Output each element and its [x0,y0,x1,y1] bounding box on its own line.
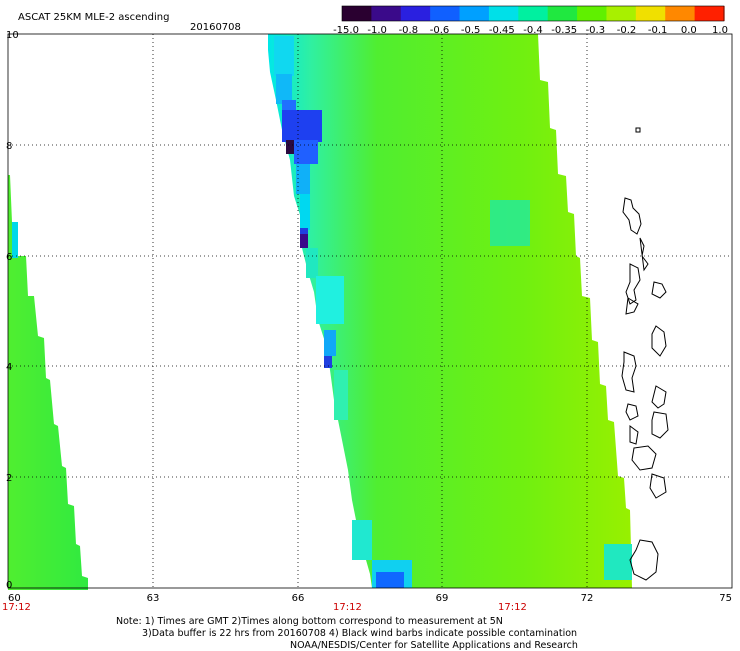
left-swath [8,175,88,590]
y-tick-label: 8 [6,141,12,152]
colorbar-label: -1.0 [367,25,387,36]
colorbar-label: -0.35 [551,25,577,36]
colorbar-swatch [400,6,431,21]
x-tick-label: 66 [292,593,305,604]
colorbar-label: 0.0 [681,25,697,36]
data-swaths [8,34,632,590]
y-tick-label: 4 [6,362,12,373]
colorbar-label: 1.0 [712,25,728,36]
colorbar-swatch [606,6,637,21]
colorbar-swatch [371,6,402,21]
y-tick-label: 10 [6,30,19,41]
colorbar-label: -15.0 [333,25,359,36]
colorbar-swatch [694,6,725,21]
colorbar-swatch [547,6,578,21]
colorbar-label: -0.6 [430,25,450,36]
colorbar-swatch [577,6,608,21]
lat-lon-grid [8,34,732,588]
time-label: 17:12 [498,602,527,613]
y-axis-labels: 0 2 4 6 8 10 [6,30,19,591]
colorbar-label: -0.45 [489,25,515,36]
colorbar-label: -0.4 [523,25,543,36]
colorbar-label: -0.1 [648,25,668,36]
colorbar-swatch [430,6,461,21]
map-frame [7,33,733,589]
x-tick-label: 75 [719,593,732,604]
x-tick-label: 63 [147,593,160,604]
colorbar-label: -0.2 [617,25,637,36]
colorbar-swatch [665,6,696,21]
colorbar-label: -0.3 [586,25,606,36]
colorbar-swatch [488,6,519,21]
product-date: 20160708 [190,22,241,33]
main-swath [268,34,632,588]
product-title: ASCAT 25KM MLE-2 ascending [18,12,169,23]
colorbar-swatch [459,6,490,21]
colorbar-swatch [635,6,666,21]
y-tick-label: 6 [6,252,12,263]
x-tick-label: 60 [8,593,21,604]
x-axis-labels: 60 63 66 69 72 75 [8,593,732,604]
note-line-2: 3)Data buffer is 22 hrs from 20160708 4)… [142,628,578,639]
island-outlines [621,127,669,581]
x-tick-label: 72 [581,593,594,604]
colorbar: -15.0 -1.0 -0.8 -0.6 -0.5 -0.45 -0.4 -0.35 -0.3-… [333,5,728,36]
colorbar-swatch [518,6,549,21]
note-line-1: Note: 1) Times are GMT 2)Times along bot… [116,616,503,627]
time-label: 17:12 [333,602,362,613]
y-tick-label: 0 [6,580,12,591]
y-tick-label: 2 [6,473,12,484]
time-label: 17:12 [2,602,31,613]
x-tick-label: 69 [436,593,449,604]
colorbar-swatch [342,6,372,21]
time-labels: 17:12 17:12 17:12 [2,602,527,613]
colorbar-label: -0.8 [399,25,419,36]
note-line-3: NOAA/NESDIS/Center for Satellite Applica… [290,640,578,651]
colorbar-label: -0.5 [461,25,481,36]
